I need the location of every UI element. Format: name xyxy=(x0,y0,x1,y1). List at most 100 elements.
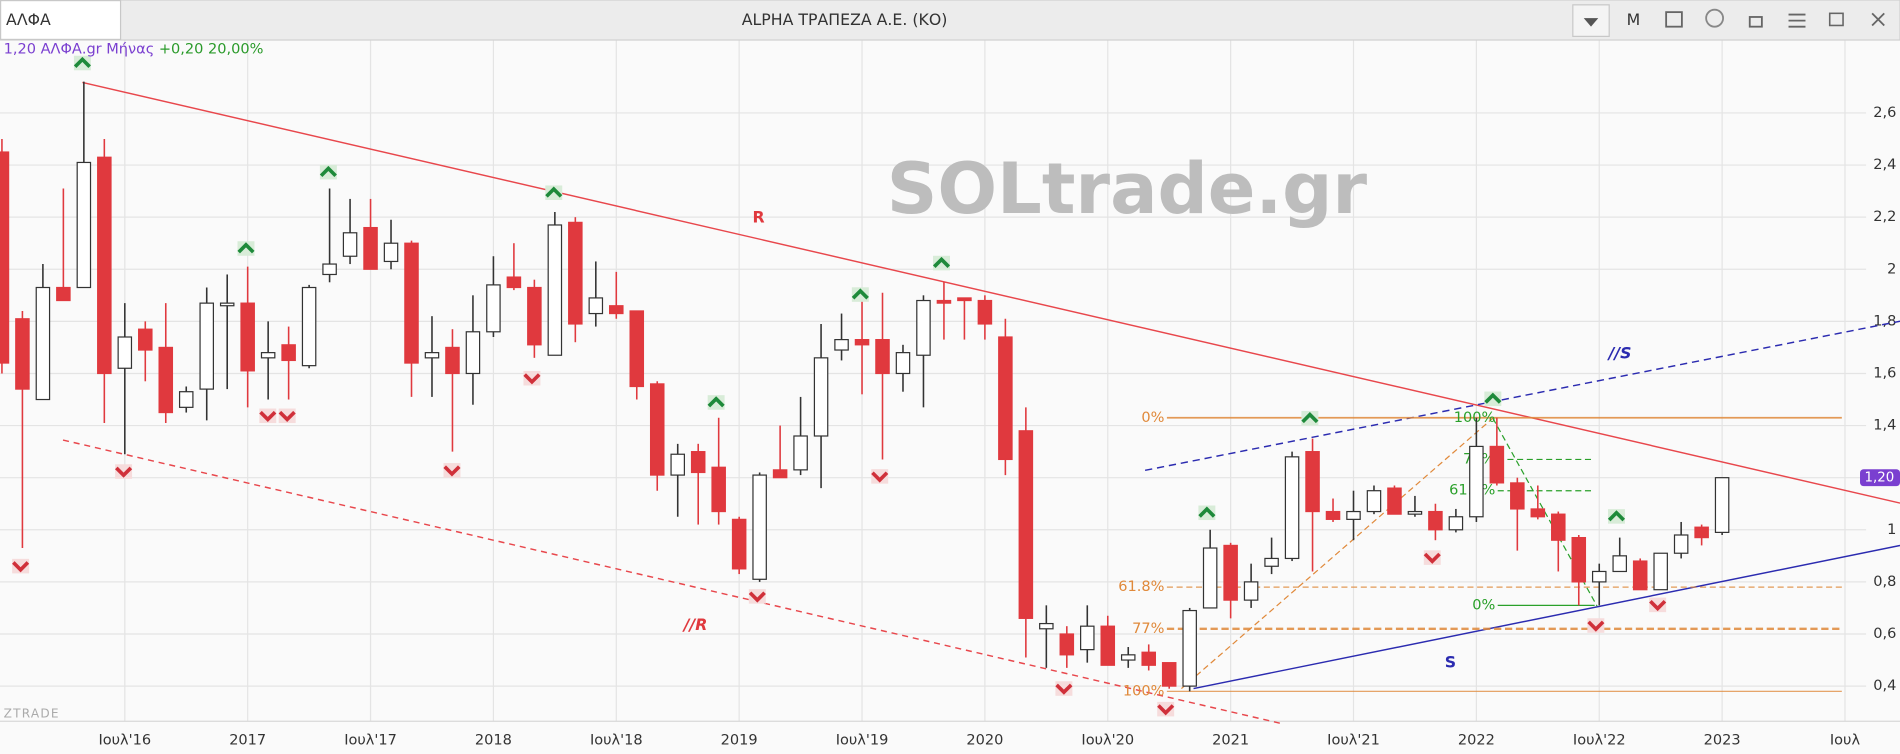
close-icon[interactable] xyxy=(1871,12,1885,27)
signal-box xyxy=(523,370,541,386)
signal-box xyxy=(1607,509,1625,524)
buy-signal xyxy=(1301,412,1319,424)
sell-signal xyxy=(1587,620,1605,632)
trend-line xyxy=(1144,320,1900,472)
watermark: SOLtrade.gr xyxy=(887,148,1368,230)
plot-area: 0,40,60,811,21,41,61,822,22,42,6Ιουλ'162… xyxy=(0,40,1900,749)
y-tick-label: 2,2 xyxy=(1873,209,1896,225)
candle-body xyxy=(1632,560,1648,591)
candle-body xyxy=(547,224,563,356)
dropdown-arrow xyxy=(1583,18,1599,27)
candle-body xyxy=(936,299,952,304)
x-tick-label: Ιουλ'18 xyxy=(590,733,643,749)
candle-body xyxy=(1366,490,1382,513)
candle-body xyxy=(1039,622,1054,630)
candle-body xyxy=(138,328,153,351)
candle-body xyxy=(281,344,296,362)
candle-body xyxy=(1182,609,1197,687)
fib-label: 61.8% xyxy=(1118,579,1164,595)
x-tick-label: 2018 xyxy=(475,733,512,749)
candle-body xyxy=(1223,544,1238,601)
candle-body xyxy=(1161,662,1177,687)
candle-body xyxy=(711,466,726,513)
candle-body xyxy=(670,453,685,476)
toolbar xyxy=(0,0,1900,41)
sell-signal xyxy=(748,591,766,603)
candle-body xyxy=(793,435,808,471)
candle-body xyxy=(35,286,51,401)
candle-body xyxy=(424,352,440,359)
signal-box xyxy=(1055,681,1073,696)
candle-body xyxy=(1489,445,1505,484)
candle-body xyxy=(240,302,255,372)
footer-logo: ZTRADE xyxy=(4,706,60,720)
signal-box xyxy=(115,464,133,479)
comment-icon[interactable] xyxy=(1705,8,1724,28)
quote-line: 1,20 ΑΛΦΑ.gr Μήνας +0,20 20,00% xyxy=(4,42,264,58)
trend-label: //S xyxy=(1607,343,1632,362)
sell-signal xyxy=(1423,552,1441,564)
restore-icon[interactable] xyxy=(1828,12,1844,27)
last-price-badge xyxy=(1860,469,1900,487)
candle-body xyxy=(916,299,931,356)
candle-body xyxy=(1202,547,1218,609)
symbol: ΑΛΦΑ xyxy=(6,10,51,29)
signal-box xyxy=(748,589,766,604)
candle-body xyxy=(1591,570,1607,583)
signal-box xyxy=(1649,597,1667,613)
sell-signal xyxy=(12,561,30,573)
buy-signal xyxy=(932,256,951,268)
y-tick-label: 2,4 xyxy=(1873,157,1896,173)
buy-signal xyxy=(851,288,869,300)
fib-label: 100% xyxy=(1123,683,1165,699)
candle-body xyxy=(117,336,133,369)
buy-signal xyxy=(545,186,563,198)
buy-signal xyxy=(237,242,255,254)
candle-body xyxy=(1141,651,1156,666)
candle-body xyxy=(1428,510,1443,531)
signal-box xyxy=(1587,618,1605,633)
candle-body xyxy=(1448,516,1464,531)
y-tick-label: 0,6 xyxy=(1873,626,1896,642)
symbol-input[interactable] xyxy=(0,0,122,41)
quote-text: 1,20 ΑΛΦΑ.gr Μήνας xyxy=(4,42,155,58)
candle-body xyxy=(199,302,214,390)
candle-body xyxy=(834,338,849,351)
sell-signal xyxy=(278,410,296,422)
y-tick-label: 1 xyxy=(1887,522,1896,538)
menu-icon[interactable] xyxy=(1788,13,1806,28)
candle-body xyxy=(977,299,993,325)
signal-box xyxy=(545,185,563,201)
candle-body xyxy=(998,336,1013,461)
candle-body xyxy=(1018,430,1034,619)
trend-line xyxy=(1193,544,1900,690)
candle-body xyxy=(1243,581,1259,601)
signal-box xyxy=(851,287,869,302)
candle-body xyxy=(1612,555,1627,573)
trend-label: R xyxy=(752,208,764,227)
candle-body xyxy=(342,232,358,257)
lock-icon[interactable] xyxy=(1748,16,1763,28)
x-tick-label: Ιουλ'19 xyxy=(836,733,889,749)
x-tick-label: 2020 xyxy=(966,733,1003,749)
candle-body xyxy=(1714,477,1730,533)
period-button[interactable]: M xyxy=(1627,10,1641,29)
candle-body xyxy=(895,352,911,375)
y-tick-label: 2 xyxy=(1887,261,1896,277)
candle-body xyxy=(383,242,399,263)
fib-label: 100% xyxy=(1454,410,1496,426)
x-tick-label: Ιουλ xyxy=(1830,733,1861,749)
candle-body xyxy=(690,451,706,474)
candle-body xyxy=(219,302,235,307)
x-tick-label: 2019 xyxy=(721,733,758,749)
candle-body xyxy=(158,346,174,414)
candle-body xyxy=(76,161,92,289)
candle-body xyxy=(1469,445,1484,518)
x-tick-label: Ιουλ'22 xyxy=(1573,733,1626,749)
candle-body xyxy=(1120,654,1136,661)
x-tick-label: 2021 xyxy=(1212,733,1249,749)
candle-body xyxy=(854,338,870,346)
candle-body xyxy=(588,297,604,315)
layout-icon[interactable] xyxy=(1665,11,1683,28)
